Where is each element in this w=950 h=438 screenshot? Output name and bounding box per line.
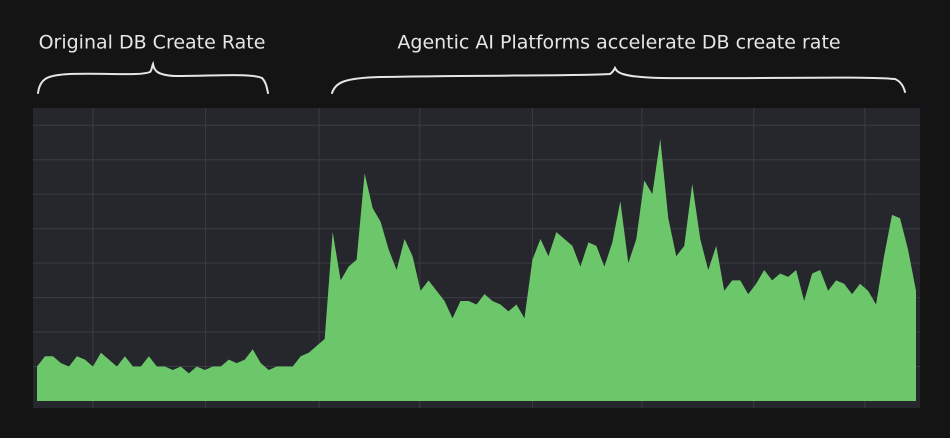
brace [37, 60, 269, 94]
annotation: Agentic AI Platforms accelerate DB creat… [397, 32, 840, 54]
annotation: Original DB Create Rate [39, 32, 266, 54]
area [37, 139, 916, 401]
brace [331, 65, 906, 94]
